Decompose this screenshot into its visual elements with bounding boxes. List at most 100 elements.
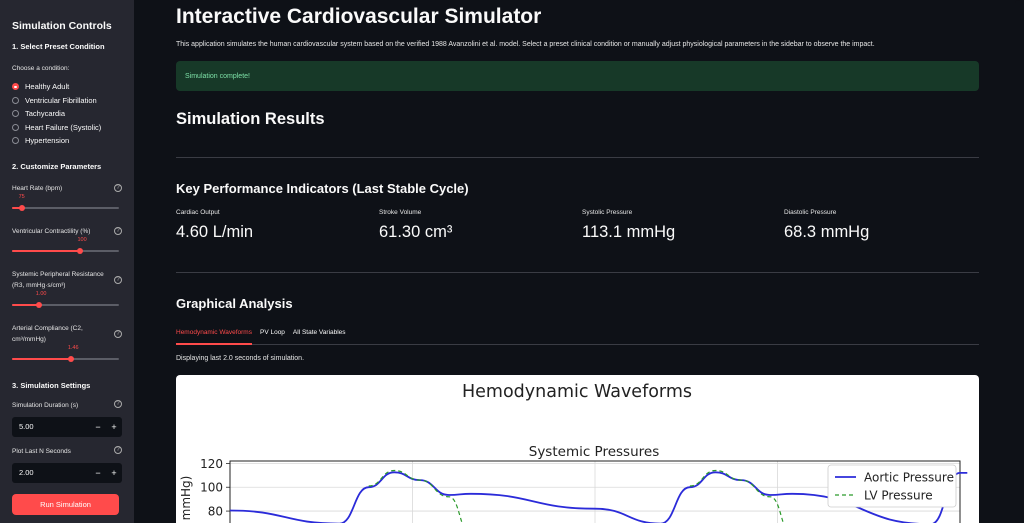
tab-pv-loop[interactable]: PV Loop <box>259 329 285 336</box>
help-icon[interactable]: ? <box>114 275 122 284</box>
duration-input[interactable]: 5.00 − + <box>12 416 122 437</box>
plot-last-input[interactable]: 2.00 − + <box>12 462 122 483</box>
condition-option-label: Tachycardia <box>25 109 66 119</box>
slider-fill <box>12 303 39 306</box>
slider-thumb[interactable] <box>35 301 42 308</box>
condition-option-label: Heart Failure (Systolic) <box>25 122 102 132</box>
radio-unselected-icon[interactable] <box>12 96 19 104</box>
kpi-systolic-pressure: Systolic Pressure 113.1 mmHg <box>582 209 675 242</box>
help-icon[interactable]: ? <box>114 445 122 454</box>
kpi-label: Diastolic Pressure <box>784 209 837 216</box>
parameter-slider[interactable]: 1.00 <box>12 291 122 313</box>
slider-track[interactable] <box>12 303 119 306</box>
slider-value: 1.46 <box>67 344 79 351</box>
slider-thumb[interactable] <box>77 247 84 254</box>
parameter-control: Arterial Compliance (C2, cm³/mmHg)? 1.46 <box>12 323 122 367</box>
kpi-label: Stroke Volume <box>379 209 422 216</box>
help-icon[interactable]: ? <box>114 183 122 192</box>
scrollbar[interactable] <box>1012 0 1024 523</box>
parameter-label: Systemic Peripheral Resistance (R3, mmHg… <box>12 270 104 289</box>
section-parameters-heading: 2. Customize Parameters <box>12 161 102 171</box>
legend-label: LV Pressure <box>864 489 933 503</box>
sidebar-title: Simulation Controls <box>12 20 112 32</box>
page-description: This application simulates the human car… <box>176 41 875 48</box>
slider-value: 1.00 <box>35 290 47 297</box>
graph-tabs: Hemodynamic Waveforms PV Loop All State Va… <box>176 326 979 345</box>
slider-value: 75 <box>18 193 25 200</box>
display-note: Displaying last 2.0 seconds of simulatio… <box>176 355 305 362</box>
parameter-slider[interactable]: 1.46 <box>12 345 122 367</box>
legend-label: Aortic Pressure <box>864 471 954 485</box>
condition-option-label: Ventricular Fibrillation <box>25 95 97 105</box>
condition-option-label: Healthy Adult <box>25 82 70 92</box>
condition-option[interactable]: Healthy Adult <box>12 80 122 94</box>
tab-all-state-variables[interactable]: All State Variables <box>292 329 346 336</box>
slider-fill <box>12 249 81 252</box>
parameter-slider[interactable]: 75 <box>12 194 122 216</box>
series-line-lv-pressure <box>689 469 784 523</box>
divider <box>176 272 979 273</box>
parameter-label: Ventricular Contractility (%) <box>12 227 91 235</box>
slider-fill <box>12 357 71 360</box>
y-tick-label: 120 <box>200 457 223 471</box>
y-tick-label: 100 <box>200 481 223 495</box>
y-tick-label: 80 <box>208 505 223 519</box>
kpi-label: Cardiac Output <box>176 209 220 216</box>
duration-decrement-button[interactable]: − <box>95 421 101 432</box>
condition-option[interactable]: Hypertension <box>12 134 122 148</box>
condition-option[interactable]: Ventricular Fibrillation <box>12 94 122 108</box>
y-axis-label: mmHg) <box>179 476 193 521</box>
graph-heading: Graphical Analysis <box>176 296 293 311</box>
kpi-value: 68.3 mmHg <box>784 223 870 241</box>
slider-fill <box>12 206 22 209</box>
slider-thumb[interactable] <box>67 355 74 362</box>
help-icon[interactable]: ? <box>114 399 122 408</box>
kpi-stroke-volume: Stroke Volume 61.30 cm³ <box>379 209 452 242</box>
parameter-label: Arterial Compliance (C2, cm³/mmHg) <box>12 324 83 343</box>
slider-track[interactable] <box>12 206 119 209</box>
chart-legend <box>827 464 957 508</box>
parameter-slider[interactable]: 100 <box>12 237 122 259</box>
chart-title: Hemodynamic Waveforms <box>462 382 692 402</box>
parameter-control: Heart Rate (bpm)? 75 <box>12 183 122 216</box>
parameter-label: Heart Rate (bpm) <box>12 184 63 192</box>
success-message: Simulation complete! <box>185 72 250 80</box>
help-icon[interactable]: ? <box>114 226 122 235</box>
condition-option[interactable]: Heart Failure (Systolic) <box>12 121 122 135</box>
kpi-value: 113.1 mmHg <box>582 223 676 241</box>
duration-setting: Simulation Duration (s) ? 5.00 − + <box>12 399 122 437</box>
slider-thumb[interactable] <box>18 204 25 211</box>
radio-selected-icon[interactable] <box>12 83 19 91</box>
duration-increment-button[interactable]: + <box>111 421 117 432</box>
condition-option[interactable]: Tachycardia <box>12 107 122 121</box>
success-alert: Simulation complete! <box>176 61 979 91</box>
page-title: Interactive Cardiovascular Simulator <box>176 5 542 28</box>
results-heading: Simulation Results <box>176 110 325 128</box>
radio-unselected-icon[interactable] <box>12 123 19 131</box>
duration-label: Simulation Duration (s) <box>12 401 79 409</box>
parameter-list: Heart Rate (bpm)? 75 Ventricular Contracti… <box>12 183 122 367</box>
duration-value[interactable]: 5.00 <box>19 422 34 431</box>
run-simulation-button[interactable]: Run Simulation <box>12 493 119 515</box>
plot-last-setting: Plot Last N Seconds ? 2.00 − + <box>12 445 122 483</box>
plot-frame <box>229 460 961 523</box>
kpi-heading: Key Performance Indicators (Last Stable … <box>176 181 469 196</box>
plot-last-label: Plot Last N Seconds <box>12 447 71 455</box>
kpi-diastolic-pressure: Diastolic Pressure 68.3 mmHg <box>784 209 869 242</box>
radio-unselected-icon[interactable] <box>12 110 19 118</box>
help-icon[interactable]: ? <box>114 329 122 338</box>
kpi-cardiac-output: Cardiac Output 4.60 L/min <box>176 209 253 242</box>
plot-last-value[interactable]: 2.00 <box>19 468 34 477</box>
waveform-figure: Hemodynamic Waveforms Systemic Pressures 1… <box>176 375 979 523</box>
series-line-lv-pressure <box>368 469 463 523</box>
tab-hemodynamic-waveforms[interactable]: Hemodynamic Waveforms <box>176 326 252 345</box>
plot-last-increment-button[interactable]: + <box>111 467 117 478</box>
radio-unselected-icon[interactable] <box>12 137 19 145</box>
section-settings-heading: 3. Simulation Settings <box>12 380 91 390</box>
waveform-chart: Hemodynamic Waveforms Systemic Pressures 1… <box>179 382 968 523</box>
parameter-control: Ventricular Contractility (%)? 100 <box>12 226 122 259</box>
slider-value: 100 <box>77 236 87 243</box>
plot-last-decrement-button[interactable]: − <box>95 467 101 478</box>
sidebar: Simulation Controls 1. Select Preset Con… <box>0 0 134 523</box>
